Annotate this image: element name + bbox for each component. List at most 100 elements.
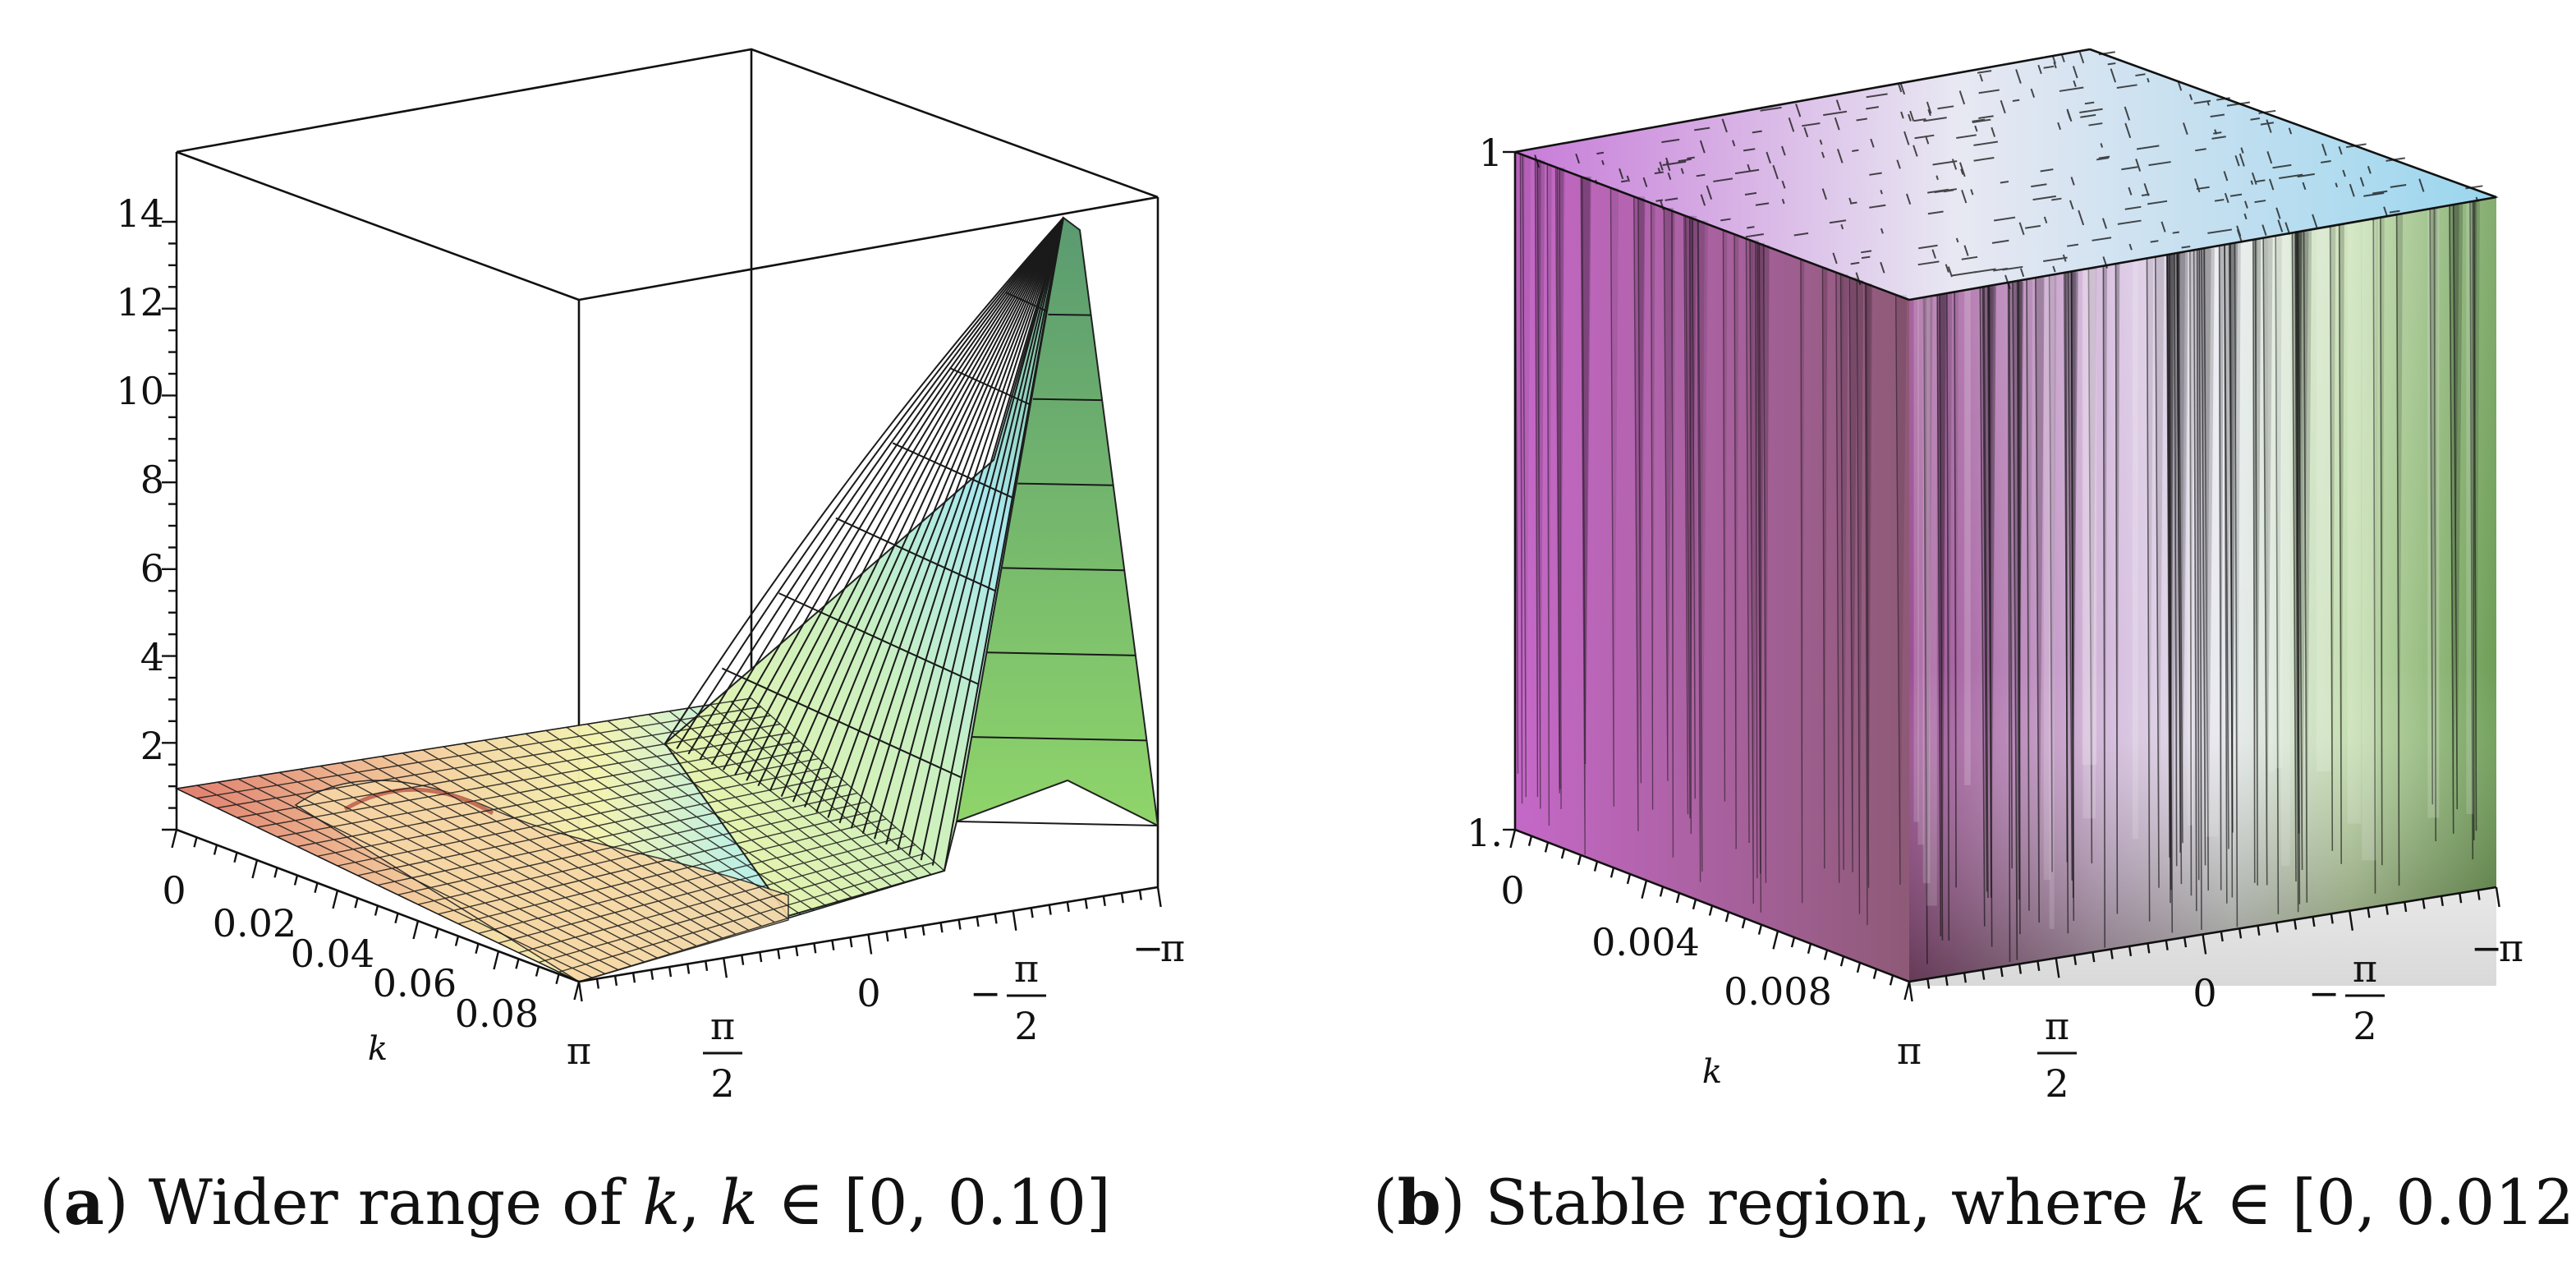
phase-tick-num: π [1014, 946, 1039, 991]
phase-tick-den: 2 [710, 1061, 734, 1106]
top-noise-mark [2072, 66, 2078, 79]
spike-edge [1536, 160, 1541, 809]
top-noise-mark [1951, 159, 1958, 170]
phase-tick-den: 2 [1014, 1004, 1038, 1048]
top-noise-mark [1991, 127, 1996, 137]
top-noise-mark [1755, 202, 1770, 206]
k-tick [1675, 892, 1681, 904]
top-noise-mark [1855, 272, 1862, 285]
top-noise-mark [1914, 134, 1935, 140]
caption-b: (b) Stable region, where k ∈ [0, 0.012] [1373, 1166, 2576, 1239]
spike [2017, 281, 2023, 900]
spike-edge [1581, 177, 1586, 765]
top-noise-mark [2067, 243, 2079, 247]
spike [1547, 163, 1552, 826]
top-noise-mark [2012, 99, 2020, 103]
panel-b-top-noise [1534, 51, 2483, 289]
top-noise-mark [1900, 111, 1904, 119]
spike [1559, 168, 1564, 809]
k-tick [1641, 880, 1648, 899]
top-noise-mark [1721, 118, 1728, 133]
spike [1987, 286, 1996, 898]
top-noise-mark [2069, 200, 2074, 210]
top-noise-mark [1655, 199, 1664, 202]
phase-tick [2239, 928, 2243, 939]
top-noise-mark [1927, 108, 1931, 117]
top-noise-mark [1793, 232, 1809, 237]
spike-edge [1749, 240, 1754, 904]
top-noise-mark [2269, 178, 2275, 191]
top-noise-mark [1960, 168, 1964, 175]
top-noise-mark [1991, 239, 2009, 244]
top-noise-mark [2359, 177, 2365, 187]
spike [2339, 224, 2344, 864]
spike [2449, 205, 2459, 834]
ridge-line [792, 217, 1064, 803]
highlight [1913, 299, 1919, 822]
phase-tick [1963, 973, 1968, 983]
top-noise-mark [1665, 197, 1678, 201]
top-noise-mark [1850, 261, 1860, 265]
k-tick [213, 844, 218, 855]
spike [2225, 244, 2235, 849]
top-noise-mark [2080, 113, 2096, 118]
spike-edge [1671, 210, 1674, 858]
top-noise-mark [1909, 110, 1915, 122]
mesh-line [377, 784, 848, 886]
top-noise-mark [2390, 183, 2407, 188]
top-noise-mark [1745, 233, 1764, 238]
k-tick-label: 0.004 [1591, 920, 1700, 964]
top-noise-mark [2213, 131, 2222, 135]
spike [1939, 294, 1947, 941]
top-noise-mark [2124, 205, 2142, 210]
spike-edge [1865, 283, 1870, 888]
highlight [2082, 269, 2097, 766]
spike [1759, 243, 1764, 913]
top-noise-mark [2116, 84, 2137, 90]
phase-tick-sign: − [2308, 971, 2340, 1015]
spike [2049, 275, 2057, 872]
spike [2263, 237, 2273, 886]
mesh-line [277, 740, 800, 838]
top-noise-mark [2025, 224, 2041, 229]
spike [2298, 232, 2309, 871]
top-noise-mark [1747, 163, 1752, 172]
top-noise-mark [1898, 84, 1903, 93]
k-tick [251, 859, 259, 879]
wall-line [956, 821, 1159, 826]
phase-tick-sign: − [2471, 926, 2503, 970]
spike [1537, 160, 1545, 809]
phase-tick-label: π [1897, 1028, 1922, 1073]
panel-b-phase-tick-labels: π π 2 0 − π 2 − π [1897, 926, 2523, 1106]
top-noise-mark [1958, 162, 1966, 177]
spike [2373, 219, 2378, 894]
z-tick-label: 6 [140, 546, 164, 591]
top-noise-mark [2367, 166, 2372, 174]
spike [1555, 167, 1566, 794]
mesh-line [196, 706, 761, 799]
phase-tick [2257, 925, 2261, 936]
spike-edge [1637, 198, 1642, 784]
top-noise-mark [2141, 193, 2150, 196]
top-noise-mark [2261, 224, 2267, 237]
ridge-line [874, 217, 1064, 840]
k-tick [454, 936, 460, 946]
spike-edge [1554, 167, 1560, 794]
spike-edge [1733, 234, 1737, 849]
top-noise-mark [1788, 117, 1795, 132]
ridge-line [664, 217, 1064, 744]
spike [2178, 252, 2189, 844]
top-noise-mark [1869, 172, 1882, 176]
phase-tick [976, 916, 980, 927]
top-noise-mark [1947, 266, 1953, 278]
top-noise-mark [2363, 191, 2385, 197]
spike [1866, 283, 1873, 888]
spike [2009, 282, 2017, 869]
top-noise-mark [2124, 106, 2131, 121]
spike [1835, 272, 1844, 883]
spike-edge [2449, 205, 2454, 834]
ridge-line [838, 217, 1064, 824]
top-noise-mark [1880, 261, 1885, 274]
spike [2255, 239, 2261, 886]
spike-edge [1556, 168, 1561, 789]
